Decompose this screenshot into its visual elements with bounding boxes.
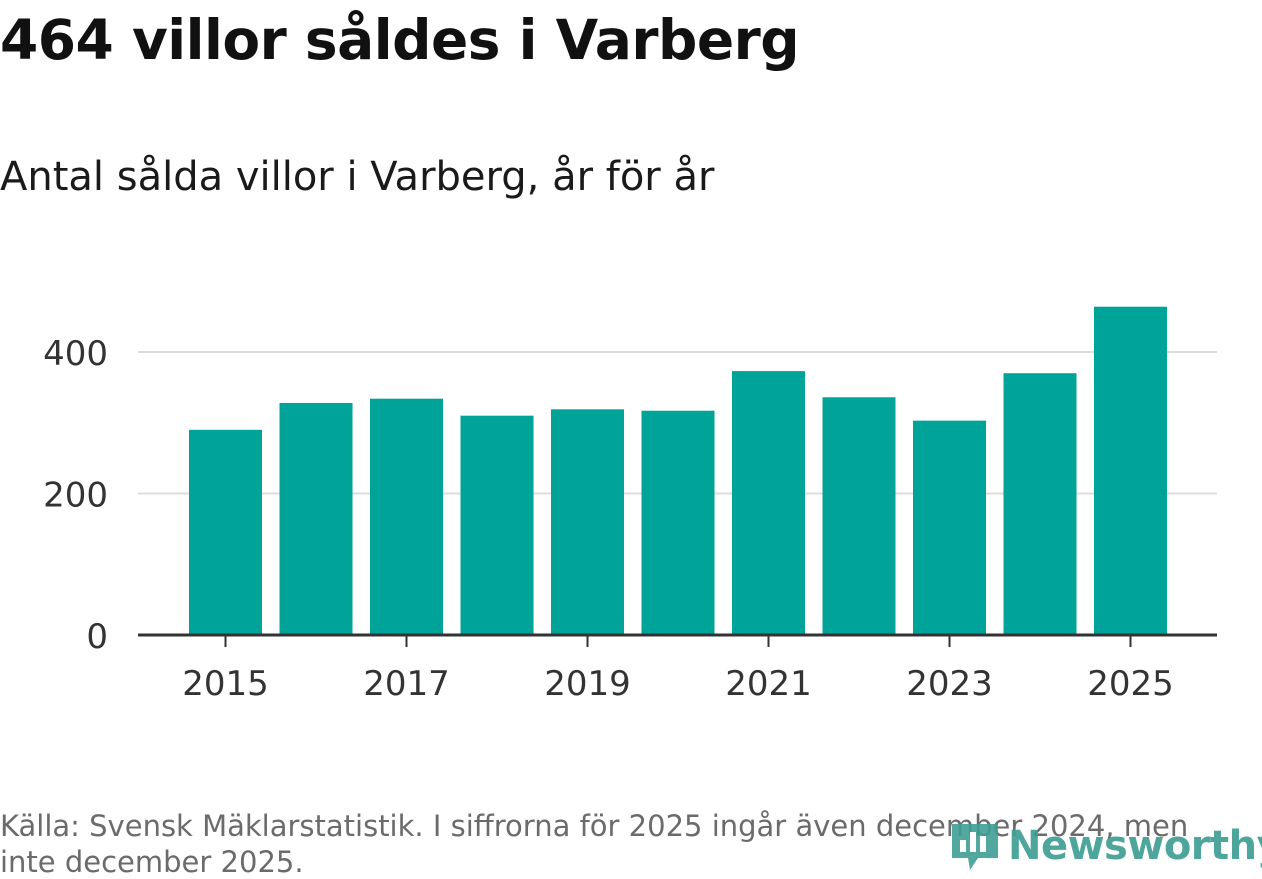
bar-2020 [641, 410, 715, 635]
bar-2022 [822, 397, 896, 635]
bar-2015 [189, 429, 262, 635]
bar-2018 [460, 415, 534, 635]
bar-2024 [1003, 373, 1077, 635]
y-tick-label-0: 0 [86, 617, 108, 657]
bar-2017 [370, 398, 443, 635]
y-tick-label-200: 200 [43, 476, 108, 516]
x-tick-label-2015: 2015 [182, 664, 269, 704]
x-tick-label-2019: 2019 [544, 664, 631, 704]
chart-title: 464 villor såldes i Varberg [0, 8, 800, 72]
bar-2016 [279, 402, 353, 635]
newsworthy-logo-text: Newsworthy [1008, 823, 1262, 869]
x-tick-label-2025: 2025 [1087, 664, 1174, 704]
x-tick-label-2021: 2021 [725, 664, 812, 704]
bar-2019 [551, 409, 624, 635]
chart-subtitle: Antal sålda villor i Varberg, år för år [0, 154, 715, 200]
y-tick-label-400: 400 [43, 334, 108, 374]
bar-2025 [1094, 306, 1167, 635]
x-tick-label-2017: 2017 [363, 664, 450, 704]
bar-2021 [732, 371, 805, 635]
newsworthy-logo-icon [952, 824, 998, 870]
x-tick-label-2023: 2023 [906, 664, 993, 704]
bar-2023 [913, 420, 986, 635]
newsworthy-logo: Newsworthy [948, 818, 1262, 874]
